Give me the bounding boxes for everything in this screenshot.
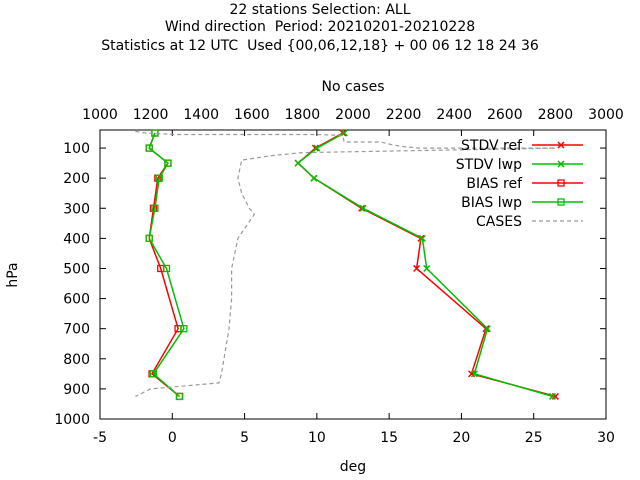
y-tick-label: 1000 [54,412,90,428]
x-tick-label: -5 [93,430,107,446]
data-point [470,370,478,378]
x2-tick-label: 2600 [487,107,523,123]
data-point [145,144,153,152]
legend-label: BIAS lwp [461,195,522,211]
series-line [296,132,553,398]
data-point [294,159,302,167]
x2-tick-label: 1600 [234,107,270,123]
data-point [162,264,171,273]
data-point [310,174,318,182]
series-line [135,130,556,397]
x-tick-label: 10 [308,430,326,446]
legend-label: STDV ref [461,138,523,154]
x2-tick-label: 1800 [285,107,321,123]
top-axis-label: No cases [322,79,385,95]
data-point [483,325,491,333]
y-tick-label: 300 [63,201,90,217]
x-tick-label: 15 [380,430,398,446]
plot-frame [99,129,607,420]
y-tick-label: 900 [63,382,90,398]
y-axis-label: hPa [5,262,21,287]
bottom-axis-label: deg [340,459,366,475]
data-point [468,370,476,378]
chart-title-line-2: Wind direction Period: 20210201-20210228 [164,19,476,35]
data-point [551,392,559,400]
legend: STDV ref STDV lwp BIAS ref BIAS lwp CASES [456,138,583,230]
legend-label: BIAS ref [466,176,523,192]
legend-marker [557,198,565,206]
data-point [548,392,557,400]
data-point [359,204,367,212]
data-point [423,264,431,273]
legend-marker [557,160,565,168]
data-point [313,144,321,152]
data-point [164,159,172,167]
legend-marker [557,179,565,187]
plot-area [99,129,607,420]
data-point [340,129,348,137]
data-point [149,370,158,378]
x-tick-label: 0 [168,430,177,446]
y-tick-label: 200 [63,171,90,187]
legend-label: STDV lwp [456,157,522,173]
y-tick-label: 400 [63,231,90,247]
legend-marker [557,141,565,149]
x2-tick-label: 1200 [133,107,169,123]
y-tick-label: 600 [63,292,90,308]
series-stdv-lwp [294,129,557,400]
chart-title-line-3: Statistics at 12 UTC Used {00,06,12,18} … [101,38,539,54]
x-tick-label: 25 [525,430,543,446]
y-tick-label: 800 [63,352,90,368]
legend-label: CASES [476,214,522,230]
data-point [151,204,159,212]
data-point [482,325,490,333]
data-point [180,325,188,333]
series-cases [135,130,556,397]
data-point [413,264,421,273]
x2-tick-label: 3000 [588,107,624,123]
series-line [148,132,185,397]
data-point [145,234,153,243]
x-tick-label: 30 [597,430,615,446]
x-tick-label: 20 [453,430,471,446]
x2-tick-label: 2000 [335,107,371,123]
series-bias-lwp [145,129,188,401]
data-point [175,392,184,401]
x2-tick-label: 1000 [82,107,118,123]
series-layer [135,129,559,401]
x2-tick-label: 2400 [436,107,472,123]
x2-tick-label: 2200 [386,107,422,123]
data-point [155,174,163,182]
x-tick-label: 5 [240,430,249,446]
chart-title-line-1: 22 stations Selection: ALL [229,2,411,18]
x2-tick-label: 2800 [538,107,574,123]
y-tick-label: 100 [63,141,90,157]
x2-tick-label: 1400 [183,107,219,123]
axes: -5 0 5 10 15 20 25 30 1000 1200 1400 1600 1800 2000 22… [54,107,623,446]
data-point [418,234,426,242]
y-tick-label: 500 [63,261,90,277]
y-tick-label: 700 [63,322,90,338]
